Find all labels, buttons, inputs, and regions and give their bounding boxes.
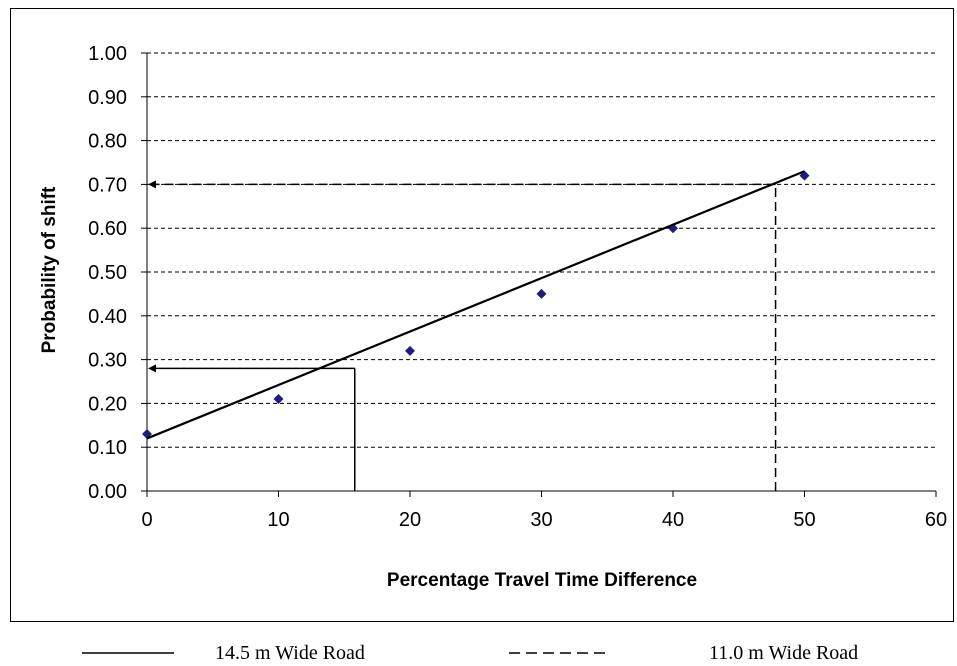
reference-arrowhead <box>148 364 156 373</box>
legend: 14.5 m Wide Road 11.0 m Wide Road <box>82 642 858 664</box>
y-tick-label: 0.40 <box>88 306 127 328</box>
trend-line <box>146 170 805 440</box>
data-point <box>536 288 547 299</box>
y-tick-labels: 0.00 0.10 0.20 0.30 0.40 0.50 0.60 0.70 0.80 0.90… <box>88 43 127 503</box>
reference-arrowhead <box>148 180 156 189</box>
y-tick-label: 0.20 <box>88 393 127 415</box>
x-tick-label: 0 <box>141 509 152 531</box>
reference-lines <box>148 180 777 491</box>
y-axis-title: Probability of shift <box>39 186 60 353</box>
gridlines <box>147 52 936 448</box>
x-tick-label: 60 <box>925 509 947 531</box>
y-tick-label: 0.10 <box>88 437 127 459</box>
series <box>142 170 810 440</box>
x-axis-title: Percentage Travel Time Difference <box>387 570 697 591</box>
x-tick-labels: 0 10 20 30 40 50 60 <box>141 509 947 531</box>
x-tick-label: 20 <box>399 509 421 531</box>
y-tick-label: 0.30 <box>88 350 127 372</box>
x-tick-label: 40 <box>662 509 684 531</box>
legend-label-14-5m: 14.5 m Wide Road <box>215 642 365 664</box>
data-point <box>273 394 284 405</box>
y-tick-label: 0.80 <box>88 131 127 153</box>
y-tick-label: 0.00 <box>88 481 127 503</box>
x-tick-label: 10 <box>267 509 289 531</box>
y-tick-label: 0.90 <box>88 87 127 109</box>
y-tick-label: 0.50 <box>88 262 127 284</box>
y-tick-label: 0.60 <box>88 218 127 240</box>
axes <box>141 52 937 497</box>
x-tick-label: 50 <box>793 509 815 531</box>
y-tick-label: 1.00 <box>88 43 127 65</box>
x-tick-label: 30 <box>530 509 552 531</box>
legend-label-11-0m: 11.0 m Wide Road <box>709 642 858 664</box>
y-tick-label: 0.70 <box>88 174 127 196</box>
data-point <box>405 345 415 356</box>
chart-frame <box>10 8 954 622</box>
